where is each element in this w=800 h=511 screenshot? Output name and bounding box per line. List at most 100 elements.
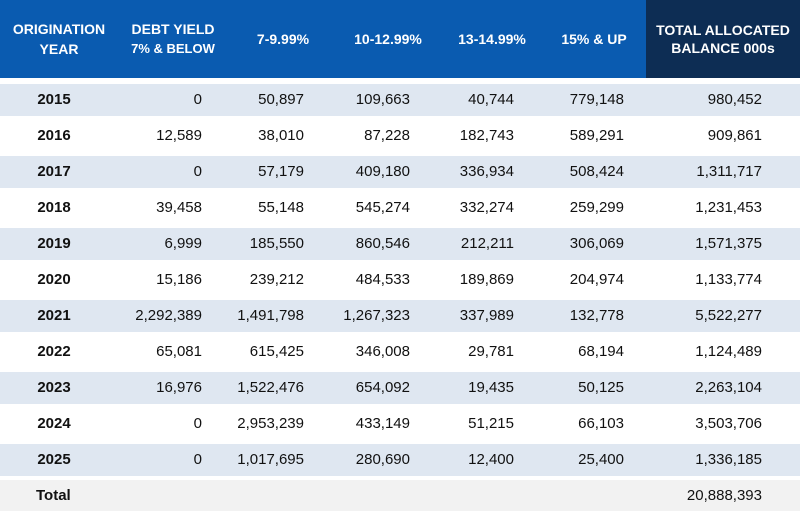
cell-value: 545,274 xyxy=(355,199,410,216)
cell-value: 65,081 xyxy=(156,343,202,360)
table-row: 2025 0 1,017,695 280,690 12,400 25,400 1,336,1… xyxy=(0,444,800,476)
table-row: 2024 0 2,953,239 433,149 51,215 66,103 3,503,7… xyxy=(0,408,800,440)
cell-year: 2017 xyxy=(37,163,71,180)
cell-value: 39,458 xyxy=(156,199,202,216)
cell-value: 1,522,476 xyxy=(237,379,304,396)
cell-value: 50,897 xyxy=(258,91,304,108)
cell-value: 189,869 xyxy=(459,271,514,288)
cell-value: 212,211 xyxy=(460,235,514,252)
cell-value: 2,292,389 xyxy=(135,307,202,324)
cell-total: 3,503,706 xyxy=(695,415,762,432)
cell-total: 1,571,375 xyxy=(695,235,762,252)
cell-value: 0 xyxy=(193,163,202,180)
cell-value: 25,400 xyxy=(578,451,624,468)
cell-value: 6,999 xyxy=(164,235,202,252)
cell-value: 280,690 xyxy=(355,451,410,468)
cell-value: 19,435 xyxy=(468,379,514,396)
cell-total: 5,522,277 xyxy=(695,307,762,324)
header-debt-yield-title: DEBT YIELD xyxy=(131,21,215,37)
cell-value: 484,533 xyxy=(355,271,410,288)
cell-value: 40,744 xyxy=(468,91,514,108)
header-15-and-up: 15% & UP xyxy=(561,31,627,47)
cell-value: 55,148 xyxy=(258,199,304,216)
table-header: ORIGINATION YEAR DEBT YIELD 7% & BELOW 7… xyxy=(0,0,800,78)
cell-value: 109,663 xyxy=(355,91,410,108)
cell-value: 66,103 xyxy=(578,415,624,432)
cell-year: 2016 xyxy=(37,127,71,144)
cell-value: 433,149 xyxy=(355,415,410,432)
cell-value: 346,008 xyxy=(355,343,410,360)
table-row: 2022 65,081 615,425 346,008 29,781 68,194 1,12… xyxy=(0,336,800,368)
cell-total: 909,861 xyxy=(707,127,762,144)
cell-value: 0 xyxy=(193,451,202,468)
table-row: 2016 12,589 38,010 87,228 182,743 589,291 909,… xyxy=(0,120,800,152)
header-7-9-99: 7-9.99% xyxy=(256,31,310,47)
header-debt-yield: DEBT YIELD 7% & BELOW xyxy=(118,0,228,78)
cell-value: 1,017,695 xyxy=(237,451,304,468)
cell-value: 337,989 xyxy=(459,307,514,324)
table-row: 2021 2,292,389 1,491,798 1,267,323 337,989 13… xyxy=(0,300,800,332)
cell-value: 336,934 xyxy=(459,163,514,180)
table-row: 2017 0 57,179 409,180 336,934 508,424 1,311,71… xyxy=(0,156,800,188)
cell-value: 259,299 xyxy=(569,199,624,216)
cell-value: 779,148 xyxy=(569,91,624,108)
header-debt-yield-sub: 7% & BELOW xyxy=(131,41,215,56)
cell-value: 332,274 xyxy=(459,199,514,216)
cell-value: 12,400 xyxy=(468,451,514,468)
cell-year: 2015 xyxy=(37,91,71,108)
header-total-allocated-balance: TOTAL ALLOCATED BALANCE 000s xyxy=(656,22,790,56)
cell-value: 1,491,798 xyxy=(237,307,304,324)
cell-year: 2023 xyxy=(37,379,71,396)
cell-total: 980,452 xyxy=(707,91,762,108)
cell-value: 57,179 xyxy=(258,163,304,180)
cell-value: 12,589 xyxy=(156,127,202,144)
cell-value: 132,778 xyxy=(569,307,624,324)
table-row: 2020 15,186 239,212 484,533 189,869 204,974 1,… xyxy=(0,264,800,296)
cell-total: 1,231,453 xyxy=(695,199,762,216)
header-13-14-99: 13-14.99% xyxy=(458,31,526,47)
cell-value: 0 xyxy=(193,415,202,432)
total-row-label: Total xyxy=(36,487,71,504)
total-row: Total 20,888,393 xyxy=(0,480,800,511)
cell-total: 2,263,104 xyxy=(695,379,762,396)
cell-year: 2022 xyxy=(37,343,71,360)
header-origination-year: ORIGINATION YEAR xyxy=(12,21,106,57)
cell-year: 2021 xyxy=(37,307,71,324)
cell-value: 306,069 xyxy=(569,235,624,252)
cell-value: 508,424 xyxy=(569,163,624,180)
cell-year: 2024 xyxy=(37,415,71,432)
cell-value: 409,180 xyxy=(355,163,410,180)
cell-year: 2018 xyxy=(37,199,71,216)
cell-value: 51,215 xyxy=(468,415,514,432)
cell-year: 2019 xyxy=(37,235,71,252)
cell-value: 87,228 xyxy=(364,127,410,144)
cell-total: 1,311,717 xyxy=(696,163,762,180)
cell-value: 1,267,323 xyxy=(343,307,410,324)
cell-value: 29,781 xyxy=(468,343,514,360)
cell-value: 15,186 xyxy=(156,271,202,288)
cell-value: 654,092 xyxy=(355,379,410,396)
cell-total: 1,336,185 xyxy=(695,451,762,468)
total-column-header-bg xyxy=(646,0,800,78)
cell-value: 182,743 xyxy=(459,127,514,144)
header-10-12-99: 10-12.99% xyxy=(354,31,422,47)
cell-value: 239,212 xyxy=(249,271,304,288)
cell-value: 185,550 xyxy=(249,235,304,252)
cell-value: 38,010 xyxy=(258,127,304,144)
cell-value: 0 xyxy=(193,91,202,108)
table-row: 2019 6,999 185,550 860,546 212,211 306,069 1,5… xyxy=(0,228,800,260)
table-row: 2018 39,458 55,148 545,274 332,274 259,299 1,2… xyxy=(0,192,800,224)
table-row: 2015 0 50,897 109,663 40,744 779,148 980,452 xyxy=(0,84,800,116)
cell-value: 589,291 xyxy=(569,127,624,144)
cell-value: 615,425 xyxy=(249,343,304,360)
cell-value: 68,194 xyxy=(578,343,624,360)
cell-total: 1,133,774 xyxy=(695,271,762,288)
cell-value: 860,546 xyxy=(355,235,410,252)
table-row: 2023 16,976 1,522,476 654,092 19,435 50,125 2,… xyxy=(0,372,800,404)
cell-total: 1,124,489 xyxy=(695,343,762,360)
cell-value: 16,976 xyxy=(156,379,202,396)
cell-year: 2025 xyxy=(37,451,71,468)
cell-year: 2020 xyxy=(37,271,71,288)
cell-value: 2,953,239 xyxy=(237,415,304,432)
